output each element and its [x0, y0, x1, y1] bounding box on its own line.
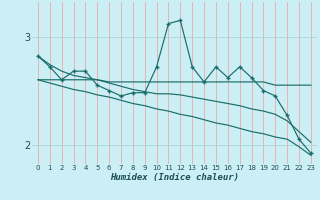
X-axis label: Humidex (Indice chaleur): Humidex (Indice chaleur)	[110, 173, 239, 182]
